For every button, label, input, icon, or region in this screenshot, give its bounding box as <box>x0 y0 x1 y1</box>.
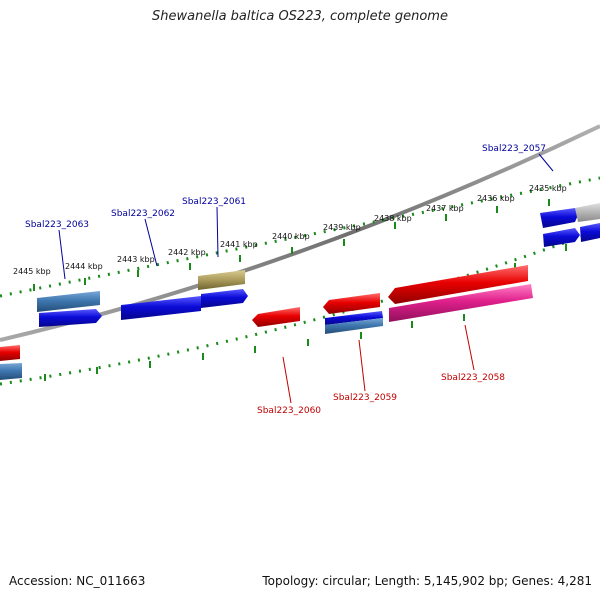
gene-arrow[interactable] <box>325 311 383 325</box>
tick-label: 2438 kbp <box>374 214 412 223</box>
gene-arrow[interactable] <box>198 270 245 290</box>
tick-label: 2440 kbp <box>272 232 310 241</box>
gene-label-sbal223-2058[interactable]: Sbal223_2058 <box>441 373 505 383</box>
gene-arrow[interactable] <box>37 291 100 312</box>
gene-label-sbal223-2063[interactable]: Sbal223_2063 <box>25 220 89 230</box>
gene-label-sbal223-2062[interactable]: Sbal223_2062 <box>111 209 175 219</box>
gene-arrow[interactable] <box>201 289 248 308</box>
reverse-leader-lines <box>282 324 475 404</box>
gene-arrow[interactable] <box>323 293 380 314</box>
tick-label: 2445 kbp <box>13 267 51 276</box>
major-ticks-inner <box>44 244 567 381</box>
major-ticks-outer <box>33 199 550 291</box>
reverse-scale-ring <box>0 228 600 386</box>
gene-label-sbal223-2061[interactable]: Sbal223_2061 <box>182 197 246 207</box>
tick-label: 2435 kbp <box>529 184 567 193</box>
accession-text: Accession: NC_011663 <box>9 574 146 588</box>
gene-arrow[interactable] <box>543 228 580 247</box>
tick-label: 2444 kbp <box>65 262 103 271</box>
gene-arrow[interactable] <box>575 203 600 222</box>
gene-arrow[interactable] <box>0 363 22 380</box>
forward-leader-lines <box>58 153 554 280</box>
tick-label: 2437 kbp <box>426 204 464 213</box>
gene-arrow[interactable] <box>252 307 300 327</box>
map-title: Shewanella baltica OS223, complete genom… <box>152 9 448 24</box>
gene-arrow[interactable] <box>39 309 102 327</box>
tick-label: 2439 kbp <box>323 223 361 232</box>
gene-arrow[interactable] <box>121 296 201 320</box>
tick-label: 2442 kbp <box>168 248 206 257</box>
gene-arrow[interactable] <box>388 265 528 304</box>
gene-label-sbal223-2057[interactable]: Sbal223_2057 <box>482 144 546 154</box>
tick-label: 2443 kbp <box>117 255 155 264</box>
tick-label: 2441 kbp <box>220 240 258 249</box>
gene-label-sbal223-2060[interactable]: Sbal223_2060 <box>257 406 321 416</box>
gene-arrow[interactable] <box>580 223 600 242</box>
gene-arrow[interactable] <box>540 208 578 228</box>
gene-arrow[interactable] <box>0 345 20 361</box>
tick-label: 2436 kbp <box>477 194 515 203</box>
genome-stats-text: Topology: circular; Length: 5,145,902 bp… <box>262 574 592 588</box>
gene-label-sbal223-2059[interactable]: Sbal223_2059 <box>333 393 397 403</box>
gene-arrow[interactable] <box>325 318 383 334</box>
gene-arrow[interactable] <box>389 284 533 322</box>
